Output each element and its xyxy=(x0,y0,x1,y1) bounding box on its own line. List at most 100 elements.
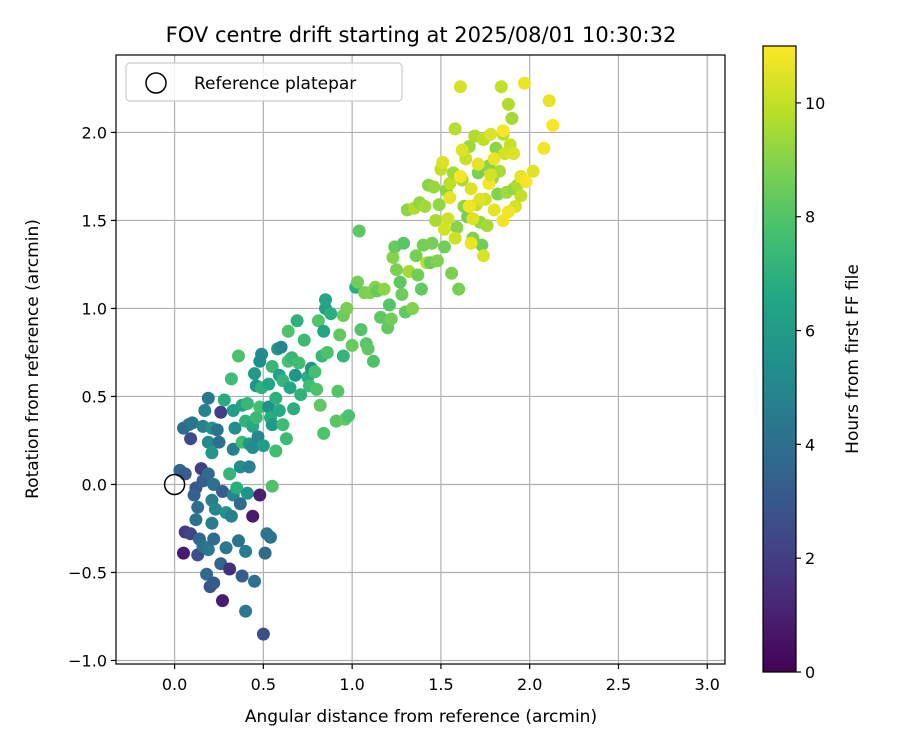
scatter-point xyxy=(256,439,270,453)
scatter-point xyxy=(294,388,308,402)
scatter-point xyxy=(546,118,560,132)
y-tick-label: 0.5 xyxy=(82,387,107,406)
scatter-point xyxy=(475,238,489,252)
colorbar-frame xyxy=(762,45,797,673)
scatter-point xyxy=(281,324,295,338)
scatter-point xyxy=(526,164,540,178)
scatter-point xyxy=(269,391,283,405)
y-tick-label: 1.0 xyxy=(82,299,107,318)
scatter-point xyxy=(361,342,375,356)
scatter-point xyxy=(223,467,237,481)
colorbar-tick-label: 4 xyxy=(805,435,815,454)
x-tick-label: 2.0 xyxy=(517,675,542,694)
scatter-point xyxy=(395,287,409,301)
scatter-point xyxy=(264,530,277,544)
scatter-point xyxy=(265,360,279,373)
scatter-point xyxy=(496,124,510,138)
scatter-point xyxy=(352,224,366,238)
scatter-point xyxy=(207,478,221,491)
scatter-point xyxy=(224,509,238,523)
scatter-point xyxy=(224,372,238,386)
scatter-point xyxy=(177,546,190,560)
scatter-point xyxy=(255,347,269,361)
scatter-point xyxy=(205,516,219,530)
scatter-point xyxy=(366,354,380,368)
plot-frame xyxy=(115,54,726,665)
legend: Reference platepar xyxy=(125,62,403,102)
scatter-point xyxy=(201,435,215,449)
colorbar: 0 2 4 6 8 10 Hours from first FF file xyxy=(762,45,863,682)
scatter-point xyxy=(223,562,237,576)
scatter-point xyxy=(320,346,334,359)
y-tick-label: −0.5 xyxy=(68,563,107,582)
colorbar-gradient xyxy=(763,46,796,672)
scatter-point xyxy=(262,377,276,391)
scatter-point xyxy=(230,481,244,495)
scatter-point xyxy=(276,418,290,432)
scatter-point xyxy=(441,212,455,226)
scatter-point xyxy=(233,460,247,474)
scatter-point xyxy=(333,328,347,342)
scatter-point xyxy=(287,402,301,416)
scatter-point xyxy=(377,282,391,296)
scatter-point xyxy=(258,546,272,560)
scatter-point xyxy=(232,349,245,363)
scatter-point xyxy=(384,312,398,326)
scatter-point xyxy=(537,141,551,155)
scatter-point xyxy=(438,240,451,254)
scatter-point xyxy=(382,298,396,312)
y-tick-label: −1.0 xyxy=(68,651,107,670)
scatter-point xyxy=(429,214,443,227)
scatter-point xyxy=(487,203,501,217)
scatter-point xyxy=(233,497,247,511)
scatter-point xyxy=(317,324,331,338)
scatter-point xyxy=(425,236,439,250)
scatter-point xyxy=(448,122,462,136)
scatter-point xyxy=(246,509,260,523)
scatter-point xyxy=(473,192,487,206)
scatter-point xyxy=(274,340,288,354)
scatter-point xyxy=(201,391,215,405)
scatter-point xyxy=(226,442,240,456)
scatter-point xyxy=(436,155,450,169)
scatter-point xyxy=(201,467,215,481)
y-tick-label: 2.0 xyxy=(82,123,107,142)
scatter-point xyxy=(214,405,228,419)
scatter-point xyxy=(185,416,199,430)
legend-box xyxy=(125,62,403,102)
scatter-point xyxy=(480,219,494,233)
scatter-point xyxy=(189,513,203,527)
scatter-point xyxy=(514,189,528,203)
scatter-point xyxy=(484,168,498,182)
colorbar-tick-label: 6 xyxy=(805,322,815,341)
scatter-point xyxy=(210,423,224,437)
colorbar-label: Hours from first FF file xyxy=(843,264,863,454)
scatter-point xyxy=(354,323,368,337)
scatter-point xyxy=(448,231,462,245)
scatter-point xyxy=(313,398,327,412)
scatter-point xyxy=(249,411,263,425)
scatter-point xyxy=(283,381,297,395)
x-axis-ticks: 0.0 0.5 1.0 1.5 2.0 2.5 3.0 xyxy=(162,664,720,694)
scatter-point xyxy=(279,432,293,446)
scatter-point xyxy=(198,404,212,417)
scatter-point xyxy=(406,302,419,315)
scatter-point xyxy=(228,421,242,435)
scatter-point xyxy=(265,418,279,432)
colorbar-ticks: 0 2 4 6 8 10 xyxy=(796,94,825,682)
colorbar-tick-label: 0 xyxy=(805,663,815,682)
scatter-point xyxy=(235,569,249,583)
y-tick-label: 0.0 xyxy=(82,475,107,494)
legend-marker-open-circle xyxy=(145,72,167,94)
scatter-point xyxy=(216,594,229,608)
scatter-point xyxy=(265,479,279,493)
scatter-point xyxy=(430,254,444,268)
scatter-point xyxy=(317,426,331,440)
chart-title: FOV centre drift starting at 2025/08/01 … xyxy=(166,23,677,47)
scatter-point xyxy=(505,111,519,125)
scatter-point xyxy=(438,222,451,236)
scatter-point xyxy=(464,236,478,250)
scatter-point xyxy=(290,314,304,328)
scatter-point xyxy=(253,488,267,502)
